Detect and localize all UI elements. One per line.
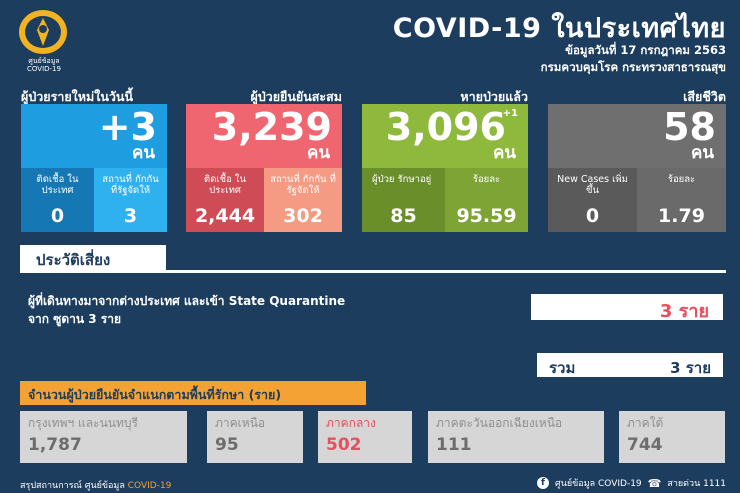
deaths-heading: เสียชีวิต bbox=[683, 89, 726, 104]
sub-label: ร้อยละ bbox=[472, 174, 501, 185]
region-value: 744 bbox=[627, 435, 663, 455]
report-date: ข้อมูลวันที่ 17 กรกฎาคม 2563 bbox=[565, 43, 726, 57]
sub-value: 0 bbox=[585, 205, 600, 227]
sub-label: สถานที่ กักกัน ที่รัฐจัดให้ bbox=[270, 174, 336, 196]
risk-total: รวม 3 ราย bbox=[537, 353, 723, 377]
region-north: ภาคเหนือ 95 bbox=[207, 411, 303, 463]
risk-line2: จาก ซูดาน 3 ราย bbox=[28, 312, 122, 326]
department-seal-logo bbox=[19, 10, 67, 54]
region-value: 1,787 bbox=[28, 435, 82, 455]
risk-total-value: 3 ราย bbox=[670, 359, 711, 377]
deaths-top: 58 คน bbox=[548, 104, 726, 168]
facebook-icon[interactable]: f bbox=[537, 477, 549, 489]
confirmed-top: 3,239 คน bbox=[186, 104, 342, 168]
region-bangkok: กรุงเทพฯ และนนทบุรี 1,787 bbox=[20, 411, 187, 463]
region-value: 502 bbox=[326, 435, 362, 455]
region-label: ภาคเหนือ bbox=[215, 416, 266, 430]
new-cases-domestic: ติดเชื้อ ในประเทศ 0 bbox=[21, 168, 94, 232]
new-cases-card: +3 คน ติดเชื้อ ในประเทศ 0 สถานที่ กักกัน… bbox=[21, 104, 167, 232]
deaths-unit: คน bbox=[691, 143, 714, 163]
risk-history-tab: ประวัติเสี่ยง bbox=[20, 245, 166, 271]
page-title: COVID-19 ในประเทศไทย bbox=[392, 13, 726, 44]
sub-value: 95.59 bbox=[456, 205, 517, 227]
confirmed-quarantine: สถานที่ กักกัน ที่รัฐจัดให้ 302 bbox=[264, 168, 342, 232]
sub-label: ติดเชื้อ ในประเทศ bbox=[36, 174, 79, 196]
logo-caption-line2: COVID-19 bbox=[27, 65, 61, 73]
footer-summary-text: สรุปสถานการณ์ ศูนย์ข้อมูล bbox=[20, 481, 128, 491]
risk-line1: ผู้ที่เดินทางมาจากต่างประเทศ และเข้า Sta… bbox=[28, 294, 346, 308]
region-value: 111 bbox=[436, 435, 472, 455]
risk-total-label: รวม bbox=[549, 359, 576, 377]
region-label: ภาคกลาง bbox=[326, 416, 376, 430]
recovered-increment: +1 bbox=[502, 108, 518, 119]
region-northeast: ภาคตะวันออกเฉียงเหนือ 111 bbox=[428, 411, 604, 463]
region-central: ภาคกลาง 502 bbox=[318, 411, 412, 463]
new-cases-top: +3 คน bbox=[21, 104, 167, 168]
sub-label: สถานที่ กักกัน ที่รัฐจัดให้ bbox=[102, 174, 159, 196]
sub-value: 2,444 bbox=[194, 205, 256, 227]
confirmed-card: 3,239 คน ติดเชื้อ ในประเทศ 2,444 สถานที่… bbox=[186, 104, 342, 232]
region-value: 95 bbox=[215, 435, 239, 455]
recovered-value: 3,096 bbox=[385, 105, 506, 149]
risk-divider bbox=[20, 270, 726, 273]
new-cases-heading: ผู้ป่วยรายใหม่ในวันนี้ bbox=[21, 89, 133, 104]
recovered-heading: หายป่วยแล้ว bbox=[460, 89, 528, 104]
sub-label: New Cases เพิ่มขึ้น bbox=[557, 174, 628, 196]
hotline-label[interactable]: สายด่วน 1111 bbox=[667, 479, 726, 489]
confirmed-value: 3,239 bbox=[211, 105, 332, 149]
region-south: ภาคใต้ 744 bbox=[619, 411, 725, 463]
risk-count: 3 ราย bbox=[531, 294, 723, 322]
sub-value: 85 bbox=[390, 205, 417, 227]
sub-value: 302 bbox=[283, 205, 323, 227]
sub-value: 3 bbox=[123, 205, 138, 227]
risk-description: ผู้ที่เดินทางมาจากต่างประเทศ และเข้า Sta… bbox=[28, 292, 508, 328]
region-label: ภาคใต้ bbox=[627, 416, 664, 430]
logo-caption-line1: ศูนย์ข้อมูล bbox=[28, 57, 60, 65]
confirmed-heading: ผู้ป่วยยืนยันสะสม bbox=[250, 89, 342, 104]
sub-label: ติดเชื้อ ในประเทศ bbox=[204, 174, 246, 196]
recovered-active: ผู้ป่วย รักษาอยู่ 85 bbox=[362, 168, 445, 232]
new-cases-unit: คน bbox=[132, 143, 155, 163]
sub-value: 1.79 bbox=[658, 205, 705, 227]
regions-title: จำนวนผู้ป่วยยืนยันจำแนกตามพื้นที่รักษา (… bbox=[20, 381, 366, 405]
deaths-value: 58 bbox=[663, 105, 716, 149]
sub-label: ร้อยละ bbox=[667, 174, 696, 185]
recovered-top: 3,096 +1 คน bbox=[362, 104, 528, 168]
footer-summary: สรุปสถานการณ์ ศูนย์ข้อมูล COVID-19 bbox=[20, 478, 171, 492]
new-cases-value: +3 bbox=[98, 105, 157, 149]
sub-value: 0 bbox=[50, 205, 65, 227]
deaths-percent: ร้อยละ 1.79 bbox=[637, 168, 726, 232]
phone-icon: ☎ bbox=[647, 476, 662, 490]
confirmed-unit: คน bbox=[307, 143, 330, 163]
region-label: ภาคตะวันออกเฉียงเหนือ bbox=[436, 416, 563, 430]
recovered-card: 3,096 +1 คน ผู้ป่วย รักษาอยู่ 85 ร้อยละ … bbox=[362, 104, 528, 232]
facebook-page-label[interactable]: ศูนย์ข้อมูล COVID-19 bbox=[555, 479, 642, 489]
logo-caption: ศูนย์ข้อมูล COVID-19 bbox=[12, 57, 76, 73]
new-cases-quarantine: สถานที่ กักกัน ที่รัฐจัดให้ 3 bbox=[94, 168, 167, 232]
sub-label: ผู้ป่วย รักษาอยู่ bbox=[372, 174, 432, 185]
region-label: กรุงเทพฯ และนนทบุรี bbox=[28, 416, 138, 430]
deaths-card: 58 คน New Cases เพิ่มขึ้น 0 ร้อยละ 1.79 bbox=[548, 104, 726, 232]
recovered-unit: คน bbox=[493, 143, 516, 163]
footer-contacts: f ศูนย์ข้อมูล COVID-19 ☎ สายด่วน 1111 bbox=[537, 476, 726, 490]
organization: กรมควบคุมโรค กระทรวงสาธารณสุข bbox=[540, 60, 726, 74]
recovered-percent: ร้อยละ 95.59 bbox=[445, 168, 528, 232]
confirmed-domestic: ติดเชื้อ ในประเทศ 2,444 bbox=[186, 168, 264, 232]
footer-summary-accent: COVID-19 bbox=[127, 481, 172, 491]
deaths-new: New Cases เพิ่มขึ้น 0 bbox=[548, 168, 637, 232]
